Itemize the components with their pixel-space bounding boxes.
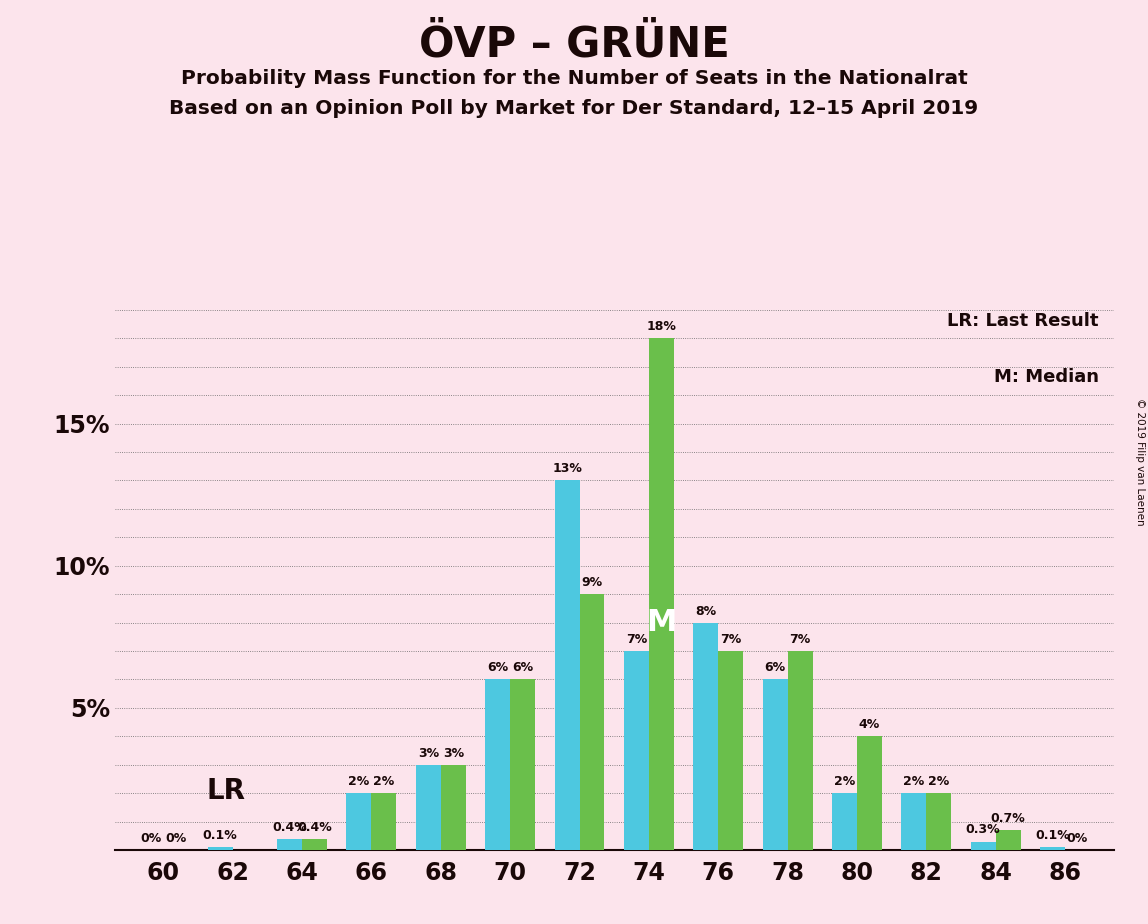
Text: M: Median: M: Median — [993, 368, 1099, 385]
Text: 0.7%: 0.7% — [991, 812, 1025, 825]
Bar — [623, 651, 649, 850]
Text: 0.1%: 0.1% — [1035, 829, 1070, 842]
Bar — [416, 765, 441, 850]
Bar — [971, 842, 995, 850]
Text: 2%: 2% — [348, 775, 370, 788]
Bar — [649, 338, 674, 850]
Text: 7%: 7% — [720, 633, 742, 646]
Text: 6%: 6% — [487, 662, 509, 675]
Text: 0%: 0% — [1066, 832, 1088, 845]
Bar — [832, 793, 856, 850]
Text: 3%: 3% — [443, 747, 464, 760]
Text: 3%: 3% — [418, 747, 439, 760]
Bar — [719, 651, 743, 850]
Bar — [347, 793, 372, 850]
Bar — [926, 793, 952, 850]
Bar — [901, 793, 926, 850]
Bar — [693, 623, 719, 850]
Bar — [208, 847, 233, 850]
Bar — [372, 793, 396, 850]
Text: 0.1%: 0.1% — [203, 829, 238, 842]
Text: 6%: 6% — [765, 662, 785, 675]
Bar — [302, 839, 327, 850]
Text: 0%: 0% — [140, 832, 162, 845]
Text: ÖVP – GRÜNE: ÖVP – GRÜNE — [419, 23, 729, 65]
Text: 4%: 4% — [859, 718, 881, 731]
Bar — [510, 679, 535, 850]
Text: 0%: 0% — [165, 832, 186, 845]
Bar — [554, 480, 580, 850]
Text: 2%: 2% — [903, 775, 924, 788]
Bar — [580, 594, 605, 850]
Bar — [788, 651, 813, 850]
Text: Based on an Opinion Poll by Market for Der Standard, 12–15 April 2019: Based on an Opinion Poll by Market for D… — [170, 99, 978, 118]
Text: 18%: 18% — [646, 321, 676, 334]
Text: 2%: 2% — [833, 775, 855, 788]
Text: 2%: 2% — [373, 775, 395, 788]
Bar — [762, 679, 788, 850]
Text: LR: Last Result: LR: Last Result — [947, 312, 1099, 330]
Text: 9%: 9% — [581, 576, 603, 590]
Text: © 2019 Filip van Laenen: © 2019 Filip van Laenen — [1135, 398, 1145, 526]
Text: 7%: 7% — [790, 633, 810, 646]
Text: LR: LR — [207, 776, 246, 805]
Bar — [486, 679, 510, 850]
Text: 13%: 13% — [552, 462, 582, 475]
Text: 8%: 8% — [696, 604, 716, 617]
Text: M: M — [646, 608, 676, 638]
Bar — [1040, 847, 1065, 850]
Text: 0.4%: 0.4% — [297, 821, 332, 833]
Text: 0.4%: 0.4% — [272, 821, 307, 833]
Bar — [441, 765, 466, 850]
Text: 6%: 6% — [512, 662, 533, 675]
Bar — [856, 736, 882, 850]
Text: 0.3%: 0.3% — [965, 823, 1000, 836]
Bar — [995, 830, 1021, 850]
Text: 7%: 7% — [626, 633, 647, 646]
Text: 2%: 2% — [928, 775, 949, 788]
Bar — [277, 839, 302, 850]
Text: Probability Mass Function for the Number of Seats in the Nationalrat: Probability Mass Function for the Number… — [180, 69, 968, 89]
